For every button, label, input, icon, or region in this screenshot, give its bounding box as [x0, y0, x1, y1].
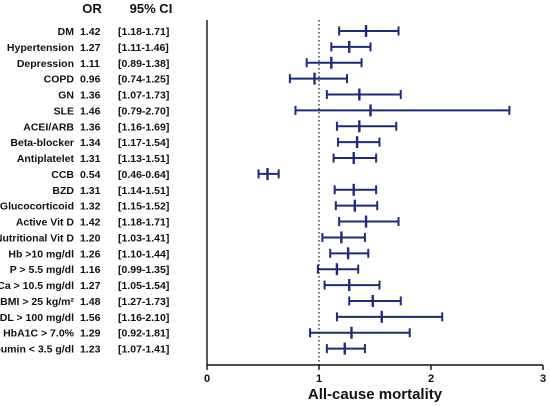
row-label: SLE: [54, 105, 74, 117]
row-ci-value: [1.18-1.71]: [118, 217, 169, 229]
row-label: BZD: [52, 185, 74, 197]
forest-row: Glucocorticoid 1.32 [1.15-1.52]: [0, 199, 379, 213]
row-ci-value: [0.99-1.35]: [118, 264, 169, 276]
forest-row: LDL > 100 mg/dl 1.56 [1.16-2.10]: [0, 310, 444, 324]
row-ci-value: [0.46-0.64]: [118, 169, 169, 181]
row-label: CCB: [51, 169, 74, 181]
row-ci-value: [1.13-1.51]: [118, 153, 169, 165]
row-label: DM: [58, 26, 75, 38]
row-or-value: 1.46: [80, 105, 101, 117]
row-label: Beta-blocker: [10, 137, 74, 149]
row-or-value: 1.16: [80, 264, 101, 276]
forest-row: Antiplatelet 1.31 [1.13-1.51]: [17, 152, 378, 165]
forest-row: BZD 1.31 [1.14-1.51]: [52, 183, 378, 197]
forest-row: Ca > 10.5 mg/dl 1.27 [1.05-1.54]: [0, 279, 381, 292]
row-ci-value: [1.17-1.54]: [118, 137, 169, 149]
row-or-value: 1.48: [80, 296, 101, 308]
row-or-value: 1.27: [80, 42, 101, 54]
row-or-value: 1.56: [80, 312, 101, 324]
row-or-value: 1.32: [80, 201, 101, 213]
row-label: Nutritional Vit D: [0, 232, 74, 244]
row-ci-value: [1.18-1.71]: [118, 26, 169, 38]
row-label: Active Vit D: [16, 217, 75, 229]
row-label: HbA1C > 7.0%: [3, 328, 75, 340]
row-or-value: 1.31: [80, 153, 101, 165]
row-ci-value: [1.16-2.10]: [118, 312, 169, 324]
header-ci: 95% CI: [130, 1, 173, 16]
row-or-value: 1.23: [80, 344, 101, 356]
row-ci-value: [1.14-1.51]: [118, 185, 169, 197]
row-ci-value: [1.07-1.73]: [118, 90, 169, 102]
row-ci-value: [1.03-1.41]: [118, 232, 169, 244]
row-label: LDL > 100 mg/dl: [0, 312, 74, 324]
forest-row: GN 1.36 [1.07-1.73]: [58, 88, 402, 102]
row-ci-value: [0.74-1.25]: [118, 74, 169, 86]
row-or-value: 1.36: [80, 90, 101, 102]
row-or-value: 1.42: [80, 217, 101, 229]
forest-row: CCB 0.54 [0.46-0.64]: [51, 167, 280, 181]
row-ci-value: [1.07-1.41]: [118, 344, 169, 356]
forest-row: Hb >10 mg/dl 1.26 [1.10-1.44]: [8, 247, 370, 260]
row-ci-value: [1.15-1.52]: [118, 201, 169, 213]
row-or-value: 1.26: [80, 248, 101, 260]
row-ci-value: [1.10-1.44]: [118, 248, 169, 260]
forest-row: SLE 1.46 [0.79-2.70]: [54, 104, 511, 117]
forest-row: Hypertension 1.27 [1.11-1.46]: [7, 40, 372, 54]
row-label: Hb >10 mg/dl: [8, 248, 74, 260]
forest-row: COPD 0.96 [0.74-1.25]: [44, 72, 348, 86]
row-label: Antiplatelet: [17, 153, 75, 165]
forest-row: ACEI/ARB 1.36 [1.16-1.69]: [23, 120, 398, 133]
x-axis-ticks: 0 1 2 3: [204, 365, 546, 385]
forest-row: HbA1C > 7.0% 1.29 [0.92-1.81]: [3, 326, 411, 340]
row-or-value: 1.42: [80, 26, 101, 38]
forest-row: Albumin < 3.5 g/dl 1.23 [1.07-1.41]: [0, 342, 366, 356]
forest-row: Depression 1.11 [0.89-1.38]: [17, 56, 363, 70]
row-label: Ca > 10.5 mg/dl: [0, 280, 74, 292]
header-or: OR: [82, 1, 102, 16]
row-ci-value: [0.92-1.81]: [118, 328, 169, 340]
row-or-value: 0.54: [80, 169, 101, 181]
rows-layer: DM 1.42 [1.18-1.71] Hypertension 1.27 [1.11-1…: [0, 25, 511, 356]
row-or-value: 1.36: [80, 121, 101, 133]
row-label: BMI > 25 kg/m²: [0, 296, 74, 308]
row-label: ACEI/ARB: [23, 121, 74, 133]
row-label: Glucocorticoid: [0, 201, 74, 213]
row-label: Hypertension: [7, 42, 74, 54]
row-or-value: 1.27: [80, 280, 101, 292]
x-tick-label: 3: [540, 373, 546, 385]
forest-row: P > 5.5 mg/dl 1.16 [0.99-1.35]: [10, 263, 360, 276]
row-label: Depression: [17, 58, 74, 70]
row-ci-value: [0.79-2.70]: [118, 105, 169, 117]
forest-row: Nutritional Vit D 1.20 [1.03-1.41]: [0, 231, 366, 244]
x-tick-label: 0: [204, 373, 210, 385]
row-label: Albumin < 3.5 g/dl: [0, 344, 74, 356]
forest-row: BMI > 25 kg/m² 1.48 [1.27-1.73]: [0, 294, 402, 308]
x-axis-label: All-cause mortality: [308, 386, 443, 403]
row-ci-value: [0.89-1.38]: [118, 58, 169, 70]
forest-row: Active Vit D 1.42 [1.18-1.71]: [16, 215, 400, 229]
row-or-value: 0.96: [80, 74, 101, 86]
forest-row: Beta-blocker 1.34 [1.17-1.54]: [10, 136, 381, 149]
row-or-value: 1.29: [80, 328, 101, 340]
row-or-value: 1.34: [80, 137, 101, 149]
row-label: P > 5.5 mg/dl: [10, 264, 74, 276]
row-or-value: 1.31: [80, 185, 101, 197]
row-ci-value: [1.27-1.73]: [118, 296, 169, 308]
row-or-value: 1.20: [80, 232, 101, 244]
row-ci-value: [1.11-1.46]: [118, 42, 169, 54]
x-tick-label: 2: [428, 373, 434, 385]
row-label: COPD: [44, 74, 75, 86]
row-ci-value: [1.16-1.69]: [118, 121, 169, 133]
forest-row: DM 1.42 [1.18-1.71]: [58, 25, 400, 38]
x-tick-label: 1: [316, 373, 322, 385]
row-label: GN: [58, 90, 74, 102]
row-ci-value: [1.05-1.54]: [118, 280, 169, 292]
row-or-value: 1.11: [80, 58, 100, 70]
